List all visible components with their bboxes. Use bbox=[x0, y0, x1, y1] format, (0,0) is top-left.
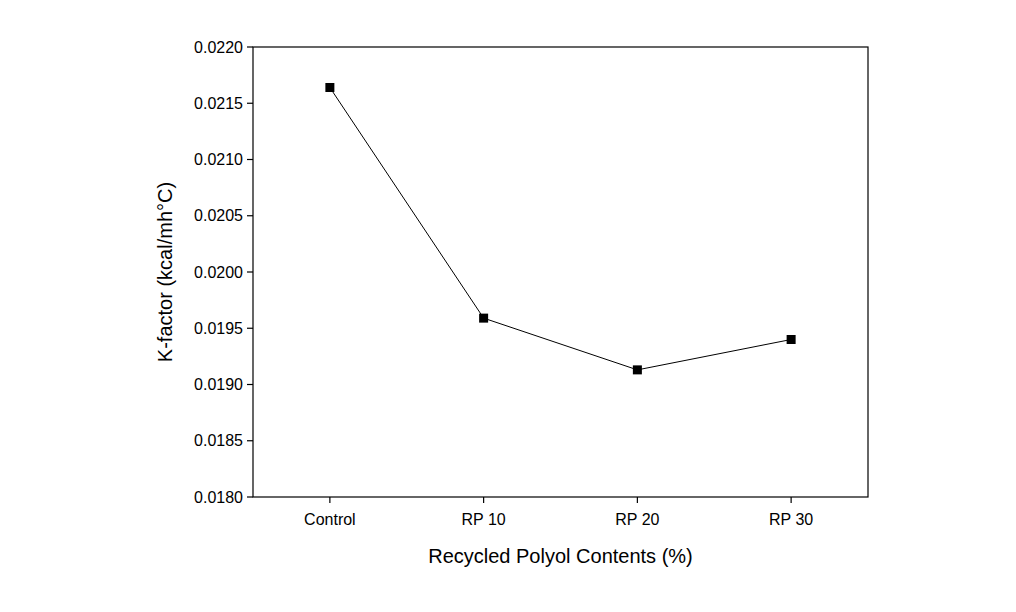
x-tick bbox=[483, 497, 484, 503]
plot-area bbox=[325, 83, 795, 374]
y-tick bbox=[247, 328, 253, 329]
x-tick bbox=[791, 497, 792, 503]
y-tick-label: 0.0205 bbox=[194, 207, 243, 224]
plot-frame bbox=[253, 47, 868, 497]
y-tick-label: 0.0210 bbox=[194, 151, 243, 168]
y-tick bbox=[247, 496, 253, 497]
x-tick-label: RP 10 bbox=[462, 511, 506, 528]
x-tick-label: RP 30 bbox=[769, 511, 813, 528]
marker bbox=[479, 314, 488, 323]
marker bbox=[787, 335, 796, 344]
y-tick-label: 0.0200 bbox=[194, 264, 243, 281]
y-tick bbox=[247, 271, 253, 272]
y-tick-label: 0.0215 bbox=[194, 95, 243, 112]
x-tick bbox=[329, 497, 330, 503]
y-tick-label: 0.0195 bbox=[194, 320, 243, 337]
x-tick bbox=[637, 497, 638, 503]
y-axis-label: K-factor (kcal/mh°C) bbox=[154, 182, 176, 362]
y-tick bbox=[247, 215, 253, 216]
x-tick-label: RP 20 bbox=[615, 511, 659, 528]
marker bbox=[633, 365, 642, 374]
y-tick bbox=[247, 384, 253, 385]
y-tick-label: 0.0180 bbox=[194, 489, 243, 506]
y-tick bbox=[247, 46, 253, 47]
series-line bbox=[330, 88, 791, 370]
x-tick-label: Control bbox=[304, 511, 356, 528]
x-axis-label: Recycled Polyol Contents (%) bbox=[428, 545, 693, 567]
y-tick-label: 0.0185 bbox=[194, 432, 243, 449]
y-tick bbox=[247, 103, 253, 104]
marker bbox=[325, 83, 334, 92]
y-tick-label: 0.0220 bbox=[194, 39, 243, 56]
chart: 0.0180 0.0185 0.0190 0.0195 0.0200 0.0205 0.02… bbox=[0, 0, 1016, 612]
y-tick bbox=[247, 440, 253, 441]
y-tick-label: 0.0190 bbox=[194, 376, 243, 393]
y-tick bbox=[247, 159, 253, 160]
